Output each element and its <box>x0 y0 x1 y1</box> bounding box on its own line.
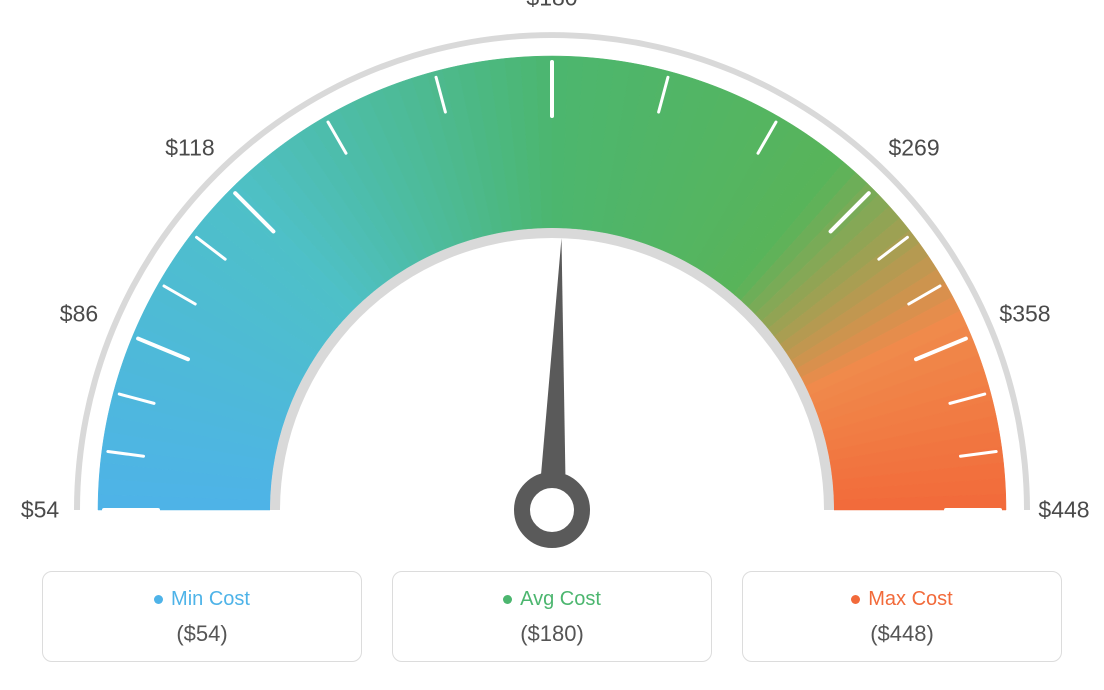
legend-dot-max <box>851 595 860 604</box>
legend-card-avg: Avg Cost ($180) <box>392 571 712 662</box>
legend-dot-avg <box>503 595 512 604</box>
gauge-tick-label: $358 <box>999 301 1050 328</box>
gauge-tick-label: $448 <box>1038 497 1089 524</box>
gauge-container: $54 $86 $118 $180 $269 $358 $448 <box>0 0 1104 560</box>
legend-card-min: Min Cost ($54) <box>42 571 362 662</box>
legend-title-avg: Avg Cost <box>503 588 601 611</box>
legend-title-max: Max Cost <box>851 588 952 611</box>
gauge-tick-label: $269 <box>888 134 939 161</box>
gauge-tick-label: $118 <box>165 134 214 161</box>
legend-label-min: Min Cost <box>171 588 250 611</box>
gauge-tick-label: $180 <box>526 0 577 12</box>
gauge-tick-label: $54 <box>21 497 59 524</box>
legend-value-max: ($448) <box>743 621 1061 647</box>
legend-dot-min <box>154 595 163 604</box>
legend-label-avg: Avg Cost <box>520 588 601 611</box>
gauge-tick-label: $86 <box>60 301 98 328</box>
legend-value-avg: ($180) <box>393 621 711 647</box>
legend-title-min: Min Cost <box>154 588 250 611</box>
legend-card-max: Max Cost ($448) <box>742 571 1062 662</box>
gauge-svg <box>0 0 1104 560</box>
legend-label-max: Max Cost <box>868 588 952 611</box>
legend-value-min: ($54) <box>43 621 361 647</box>
legend-row: Min Cost ($54) Avg Cost ($180) Max Cost … <box>0 571 1104 662</box>
